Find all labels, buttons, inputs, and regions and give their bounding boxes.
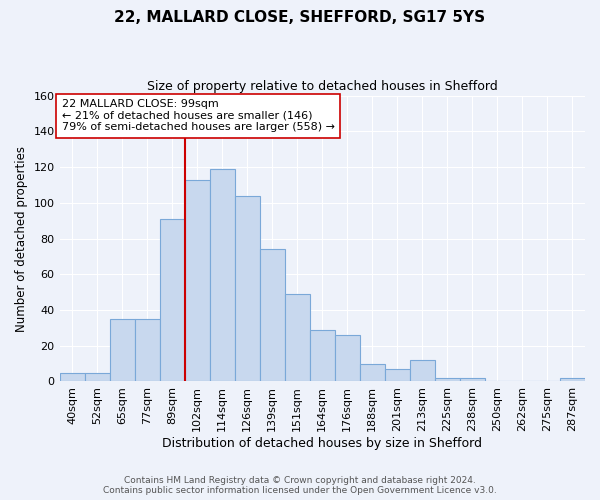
Bar (435, 378, 460, 382)
Bar (285, 294, 310, 382)
Bar (185, 180, 209, 382)
Text: 22 MALLARD CLOSE: 99sqm
← 21% of detached houses are smaller (146)
79% of semi-d: 22 MALLARD CLOSE: 99sqm ← 21% of detache… (62, 99, 335, 132)
Bar (260, 249, 285, 382)
Bar (59, 372, 85, 382)
Bar (410, 360, 435, 382)
Text: Contains HM Land Registry data © Crown copyright and database right 2024.
Contai: Contains HM Land Registry data © Crown c… (103, 476, 497, 495)
Bar (360, 364, 385, 382)
Bar (85, 372, 110, 382)
Bar (110, 319, 134, 382)
Y-axis label: Number of detached properties: Number of detached properties (15, 146, 28, 332)
Bar (134, 319, 160, 382)
Title: Size of property relative to detached houses in Shefford: Size of property relative to detached ho… (147, 80, 497, 93)
Text: 22, MALLARD CLOSE, SHEFFORD, SG17 5YS: 22, MALLARD CLOSE, SHEFFORD, SG17 5YS (115, 10, 485, 25)
Bar (460, 378, 485, 382)
X-axis label: Distribution of detached houses by size in Shefford: Distribution of detached houses by size … (162, 437, 482, 450)
Bar (235, 196, 260, 382)
Bar (385, 369, 410, 382)
Bar (160, 219, 185, 382)
Bar (310, 330, 335, 382)
Bar (335, 335, 360, 382)
Bar (209, 169, 235, 382)
Bar (560, 378, 585, 382)
